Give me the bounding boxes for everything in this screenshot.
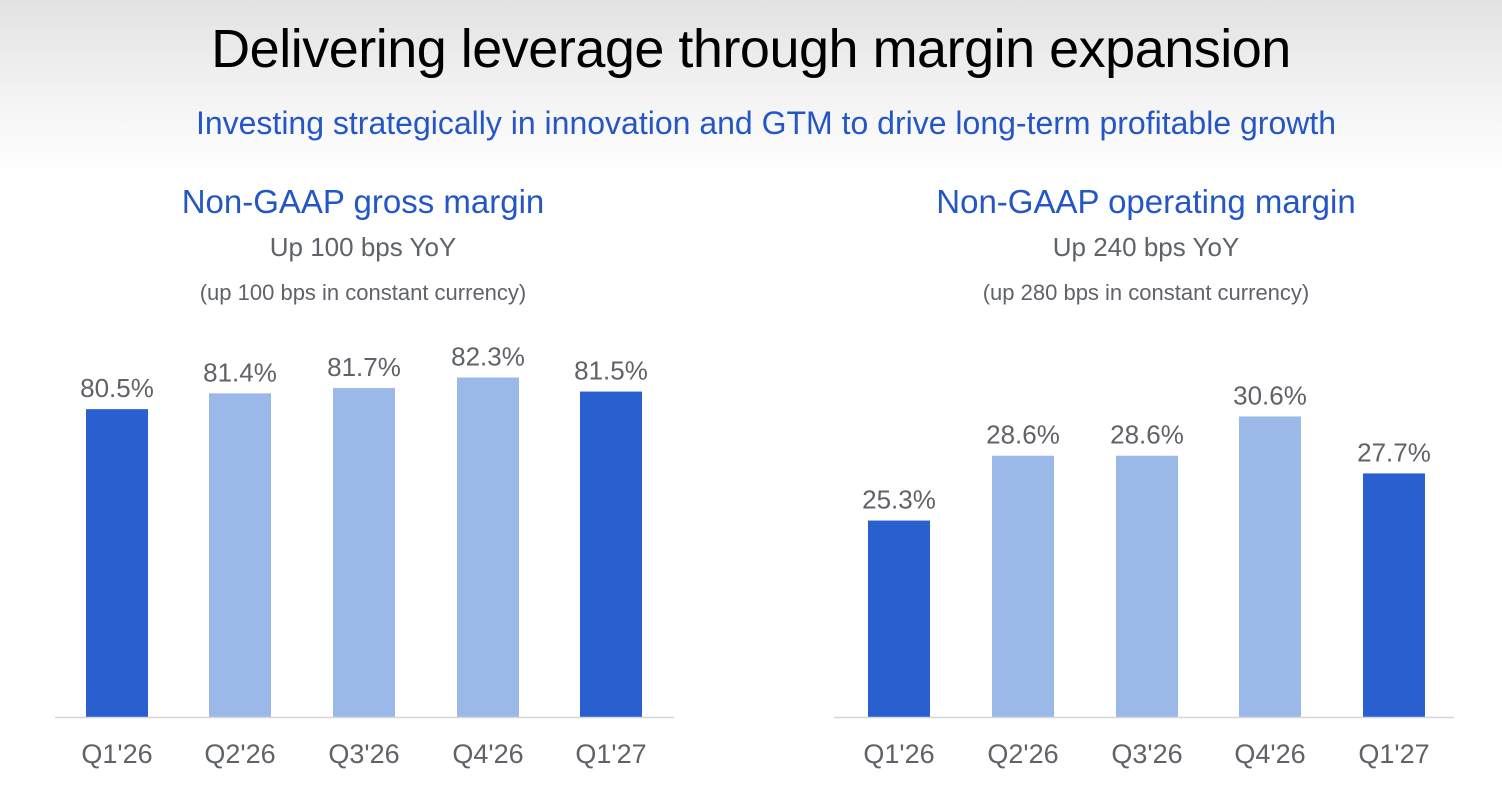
gross-margin-chart: Non-GAAP gross margin Up 100 bps YoY (up 1…	[55, 183, 674, 769]
category-label: Q1'26	[863, 739, 934, 769]
category-label: Q2'26	[987, 739, 1058, 769]
data-label: 30.6%	[1233, 380, 1307, 410]
category-label: Q4'26	[1234, 739, 1305, 769]
bar-4	[1239, 416, 1301, 717]
chart-title: Non-GAAP operating margin	[936, 183, 1355, 220]
data-label: 80.5%	[80, 373, 154, 403]
bar-3	[1116, 455, 1178, 717]
bar-3	[333, 388, 395, 717]
category-label: Q1'27	[1358, 739, 1429, 769]
data-label: 27.7%	[1357, 437, 1431, 467]
operating-margin-chart: Non-GAAP operating margin Up 240 bps YoY (…	[834, 183, 1454, 769]
data-label: 25.3%	[862, 485, 936, 515]
slide-subtitle: Investing strategically in innovation an…	[195, 105, 1337, 141]
bar-5	[1363, 473, 1425, 717]
category-label: Q3'26	[328, 739, 399, 769]
chart-subtitle: Up 240 bps YoY	[1053, 232, 1240, 262]
bar-1	[868, 520, 930, 717]
data-label: 81.5%	[574, 356, 648, 386]
data-label: 82.3%	[451, 341, 525, 371]
data-label: 28.6%	[1110, 420, 1184, 450]
chart-note: (up 100 bps in constant currency)	[200, 280, 527, 305]
bar-1	[86, 409, 148, 717]
bar-4	[457, 377, 519, 717]
data-label: 28.6%	[986, 420, 1060, 450]
bar-2	[209, 393, 271, 717]
bar-2	[992, 455, 1054, 717]
category-label: Q3'26	[1111, 739, 1182, 769]
data-label: 81.4%	[203, 357, 277, 387]
data-label: 81.7%	[327, 352, 401, 382]
category-label: Q1'27	[575, 739, 646, 769]
category-label: Q2'26	[204, 739, 275, 769]
slide-title: Delivering leverage through margin expan…	[211, 19, 1291, 79]
chart-subtitle: Up 100 bps YoY	[270, 232, 457, 262]
category-label: Q4'26	[452, 739, 523, 769]
chart-title: Non-GAAP gross margin	[182, 183, 545, 220]
bar-5	[580, 391, 642, 717]
category-label: Q1'26	[81, 739, 152, 769]
chart-note: (up 280 bps in constant currency)	[983, 280, 1310, 305]
